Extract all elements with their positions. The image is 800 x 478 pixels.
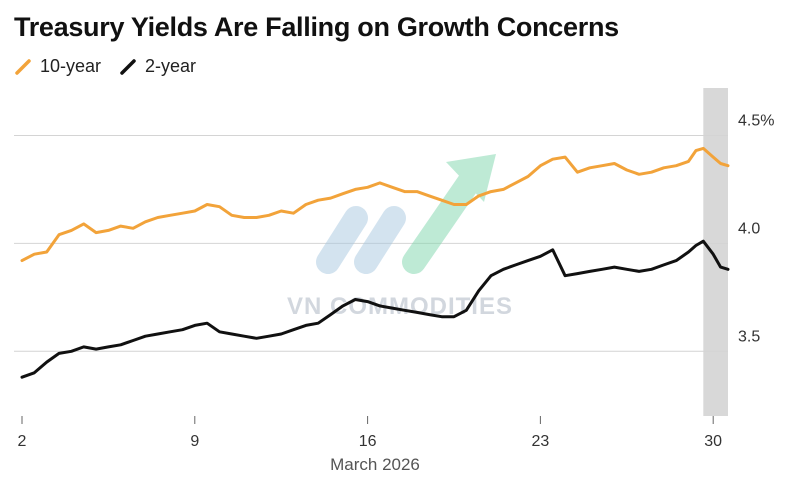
y-tick-label: 4.5% [738,112,774,129]
x-tick-label: 2 [18,433,27,450]
legend-item-2-year: 2-year [119,56,196,77]
shaded-region [703,88,728,416]
x-tick-label: 16 [359,433,377,450]
series-layer [20,146,730,379]
x-tick-label: 9 [190,433,199,450]
x-tick-label: 23 [531,433,549,450]
watermark-text: VN COMMODITIES [287,293,513,320]
legend-label-2-year: 2-year [145,56,197,76]
legend-label-10-year: 10-year [40,56,102,76]
y-tick-label: 3.5 [738,328,760,345]
x-axis-tick-labels: 2 9 16 23 30 [18,416,722,450]
series-line-10-year [20,146,730,263]
chart-legend: 10-year 2-year [14,56,214,77]
y-axis-tick-labels: 3.5 4.0 4.5% [738,112,774,345]
x-axis-title: March 2026 [330,455,420,474]
y-tick-label: 4.0 [738,220,760,237]
shaded-region-layer [703,88,728,416]
x-tick-label: 30 [704,433,722,450]
series-line-2-year [20,239,730,379]
watermark: VN COMMODITIES [287,154,513,320]
chart-title: Treasury Yields Are Falling on Growth Co… [14,12,619,42]
vn-commodities-logo-icon [316,154,496,274]
legend-item-10-year: 10-year [14,56,101,77]
legend-swatch-10-year-icon [14,58,32,76]
legend-swatch-2-year-icon [119,58,137,76]
